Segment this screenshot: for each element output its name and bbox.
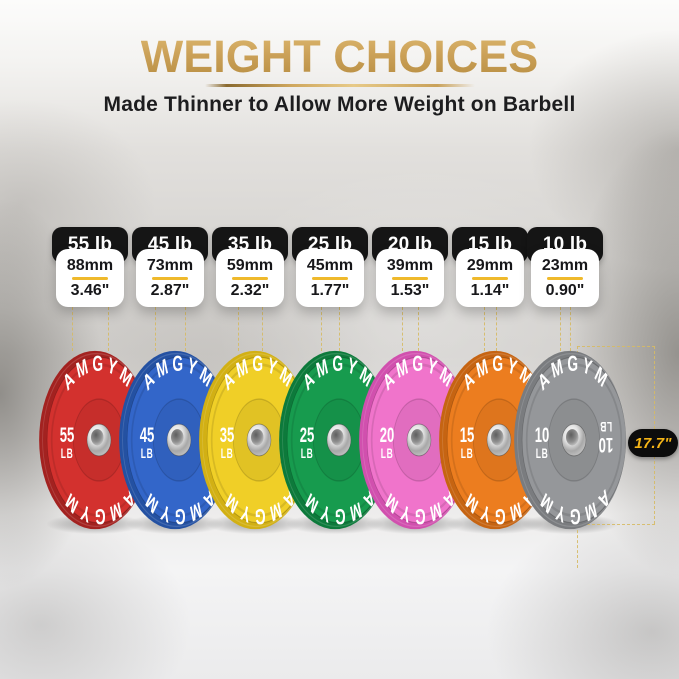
thickness-mm: 88mm: [66, 256, 114, 274]
thickness-guide-left: [154, 307, 156, 351]
header: WEIGHT CHOICES Made Thinner to Allow Mor…: [0, 32, 679, 117]
thickness-guide-right: [569, 307, 571, 351]
gold-divider: [232, 276, 268, 280]
plate-graphic: AMGYMAMGYM20LB20LB: [359, 350, 472, 530]
plate-weight-unit-mirrored: LB: [600, 418, 613, 432]
spec-card-10lb: 10 lb 23mm 0.90": [527, 227, 603, 307]
thickness-inch: 2.32": [230, 281, 270, 299]
spec-thickness-card: 39mm 1.53": [376, 249, 444, 307]
thickness-inch: 1.14": [470, 281, 510, 299]
spec-thickness-card: 23mm 0.90": [531, 249, 599, 307]
thickness-guide-right: [185, 307, 187, 351]
thickness-inch: 0.90": [545, 281, 585, 299]
thickness-inch: 3.46": [70, 281, 110, 299]
plate-weight-number-mirrored: 10: [599, 433, 614, 457]
plate-weight-unit: LB: [141, 447, 154, 461]
plate-weight-number: 35: [220, 423, 235, 447]
thickness-guide-left: [237, 307, 239, 351]
gold-divider: [392, 276, 428, 280]
thickness-guide-left: [560, 307, 562, 351]
thickness-inch: 1.53": [390, 281, 430, 299]
bumper-plate-10lb: AMGYM AMGYM 10 LB 10 LB: [513, 349, 627, 531]
thickness-guide-left: [71, 307, 73, 351]
gold-underline: [204, 83, 475, 87]
thickness-guide-left: [320, 307, 322, 351]
thickness-mm: 23mm: [541, 256, 589, 274]
thickness-guide-right: [339, 307, 341, 351]
plate-weight-number: 10: [535, 423, 550, 447]
spec-thickness-card: 73mm 2.87": [136, 249, 204, 307]
page-subtitle: Made Thinner to Allow More Weight on Bar…: [103, 92, 576, 116]
bumper-plate-35lb: AMGYMAMGYM35LB35LB: [198, 349, 312, 531]
page-title: WEIGHT CHOICES: [140, 31, 539, 82]
thickness-inch: 2.87": [150, 281, 190, 299]
plate-weight-unit: LB: [461, 447, 474, 461]
plate-graphic: AMGYMAMGYM35LB35LB: [199, 350, 312, 530]
plate-weight-number: 20: [380, 423, 395, 447]
plate-weight-number: 45: [140, 423, 155, 447]
bumper-plate-55lb: AMGYMAMGYM55LB55LB: [38, 349, 152, 531]
thickness-mm: 59mm: [226, 256, 274, 274]
gold-divider: [472, 276, 508, 280]
thickness-guide-right: [262, 307, 264, 351]
spec-card-35lb: 35 lb 59mm 2.32": [212, 227, 288, 307]
thickness-guide-left: [483, 307, 485, 351]
plate-weight-unit: LB: [61, 447, 74, 461]
plate-weight-unit: LB: [536, 447, 549, 461]
plate-weight-unit: LB: [381, 447, 394, 461]
thickness-guide-right: [418, 307, 420, 351]
plate-graphic: AMGYMAMGYM25LB25LB: [279, 350, 392, 530]
gold-divider: [152, 276, 188, 280]
gold-divider: [312, 276, 348, 280]
spec-card-15lb: 15 lb 29mm 1.14": [452, 227, 528, 307]
thickness-guide-left: [401, 307, 403, 351]
bumper-plate-20lb: AMGYMAMGYM20LB20LB: [358, 349, 472, 531]
thickness-guide-right: [496, 307, 498, 351]
spec-thickness-card: 59mm 2.32": [216, 249, 284, 307]
thickness-mm: 45mm: [306, 256, 354, 274]
spec-card-20lb: 20 lb 39mm 1.53": [372, 227, 448, 307]
diameter-badge: 17.7": [628, 429, 678, 457]
plate-weight-unit: LB: [301, 447, 314, 461]
spec-card-25lb: 25 lb 45mm 1.77": [292, 227, 368, 307]
diameter-guide-top: [577, 346, 655, 347]
thickness-mm: 29mm: [466, 256, 514, 274]
diameter-guide-bottom: [577, 524, 655, 525]
thickness-mm: 39mm: [386, 256, 434, 274]
spec-thickness-card: 88mm 3.46": [56, 249, 124, 307]
thickness-inch: 1.77": [310, 281, 350, 299]
bumper-plate-25lb: AMGYMAMGYM25LB25LB: [278, 349, 392, 531]
plate-weight-number: 55: [60, 423, 75, 447]
plate-weight-number: 25: [300, 423, 315, 447]
spec-thickness-card: 29mm 1.14": [456, 249, 524, 307]
spec-card-55lb: 55 lb 88mm 3.46": [52, 227, 128, 307]
gold-divider: [72, 276, 108, 280]
spec-card-45lb: 45 lb 73mm 2.87": [132, 227, 208, 307]
thickness-mm: 73mm: [146, 256, 194, 274]
diameter-value: 17.7": [634, 434, 672, 452]
thickness-guide-right: [108, 307, 110, 351]
plate-weight-number: 15: [460, 423, 475, 447]
plate-graphic: AMGYMAMGYM55LB55LB: [39, 350, 152, 530]
spec-thickness-card: 45mm 1.77": [296, 249, 364, 307]
plate-weight-unit: LB: [221, 447, 234, 461]
gold-divider: [547, 276, 583, 280]
